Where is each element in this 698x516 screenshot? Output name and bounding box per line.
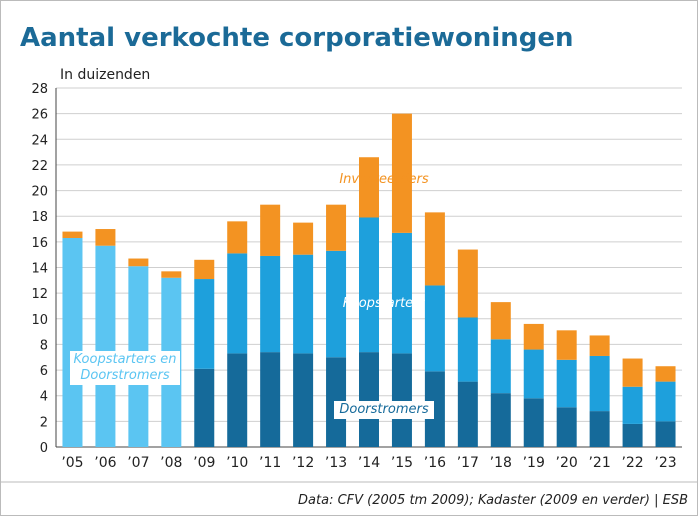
x-tick-label: ’18: [490, 455, 512, 471]
bar-segment: [95, 229, 116, 246]
bar-segment: [424, 212, 445, 286]
bar-segment: [359, 217, 379, 353]
x-tick-label: ’19: [523, 455, 545, 471]
y-tick-label: 6: [40, 364, 48, 379]
bar-segment: [424, 285, 445, 372]
x-tick-label: ’12: [292, 455, 314, 471]
series-label: Doorstromers: [334, 401, 434, 419]
bar-segment: [457, 317, 478, 382]
source: Data: CFV (2005 tm 2009); Kadaster (2009…: [298, 493, 688, 508]
bar-segment: [556, 407, 577, 447]
y-tick-label: 4: [40, 390, 48, 405]
x-tick-label: ’20: [556, 455, 578, 471]
bar-segment: [424, 371, 445, 447]
bar-segment: [391, 113, 412, 233]
bar-segment: [490, 339, 511, 394]
x-tick-label: ’17: [457, 455, 479, 471]
series-label: Koopstarters en Doorstromers: [70, 351, 180, 385]
bar-segment: [260, 255, 281, 353]
x-tick-label: ’13: [325, 455, 347, 471]
y-axis-label: In duizenden: [60, 67, 150, 83]
bar-segment: [293, 222, 314, 255]
bar-segment: [391, 353, 412, 447]
bar-segment: [227, 353, 248, 447]
bar-segment: [622, 423, 643, 447]
y-tick-label: 12: [31, 287, 48, 302]
x-tick-label: ’15: [391, 455, 413, 471]
bar-segment: [490, 393, 511, 447]
x-tick-label: ’06: [94, 455, 116, 471]
x-tick-label: ’05: [61, 455, 83, 471]
bar-segment: [655, 366, 676, 382]
y-tick-label: 20: [31, 185, 48, 200]
bar-segment: [62, 238, 83, 447]
x-tick-label: ’21: [588, 455, 610, 471]
x-tick-label: ’22: [621, 455, 643, 471]
x-tick-label: ’08: [160, 455, 182, 471]
y-tick-label: 22: [31, 159, 48, 174]
bar-segment: [622, 358, 643, 387]
bar-segment: [62, 231, 83, 239]
bar-segment: [227, 221, 248, 254]
bar-segment: [293, 254, 314, 354]
bar-segment: [523, 349, 544, 399]
bar-segment: [359, 157, 379, 218]
bar-segment: [556, 330, 577, 360]
y-tick-label: 28: [31, 82, 48, 97]
x-tick-label: ’10: [226, 455, 248, 471]
bar-segment: [589, 335, 610, 356]
bar-segment: [293, 353, 314, 447]
bar-segment: [490, 302, 511, 340]
bar-segment: [95, 245, 116, 447]
x-tick-label: ’11: [259, 455, 281, 471]
x-tick-label: ’16: [424, 455, 446, 471]
x-tick-label: ’23: [654, 455, 676, 471]
bar-segment: [556, 359, 577, 408]
y-tick-label: 8: [40, 338, 48, 353]
bar-segment: [655, 381, 676, 422]
bar-segment: [589, 355, 610, 412]
bar-segment: [194, 368, 215, 447]
bar-segment: [326, 250, 347, 358]
bar-segment: [391, 232, 412, 354]
bar-segment: [457, 381, 478, 447]
y-tick-label: 18: [31, 210, 48, 225]
x-tick-label: ’14: [358, 455, 380, 471]
bar-segment: [227, 253, 248, 354]
bar-segment: [359, 352, 379, 447]
y-tick-label: 26: [31, 108, 48, 123]
x-tick-label: ’07: [127, 455, 149, 471]
bar-segment: [194, 279, 215, 369]
bar-segment: [523, 323, 544, 350]
y-tick-label: 2: [40, 415, 48, 430]
bar-segment: [260, 352, 281, 447]
bar-segment: [622, 386, 643, 424]
bar-segment: [161, 271, 182, 278]
y-tick-label: 24: [31, 133, 48, 148]
chart-title: Aantal verkochte corporatiewoningen: [20, 23, 574, 53]
y-tick-label: 0: [40, 441, 48, 456]
bar-segment: [655, 421, 676, 447]
bar-segment: [457, 249, 478, 318]
y-tick-label: 10: [31, 313, 48, 328]
bar-segment: [589, 411, 610, 447]
y-tick-label: 14: [31, 262, 48, 277]
y-tick-label: 16: [31, 236, 48, 251]
series-label: Koopstarters: [342, 296, 426, 311]
x-tick-label: ’09: [193, 455, 215, 471]
bar-segment: [523, 398, 544, 447]
series-label: Investeerders: [339, 172, 429, 187]
bar-segment: [194, 259, 215, 280]
bar-segment: [260, 204, 281, 256]
bar-segment: [128, 258, 149, 267]
bar-segment: [326, 204, 347, 251]
